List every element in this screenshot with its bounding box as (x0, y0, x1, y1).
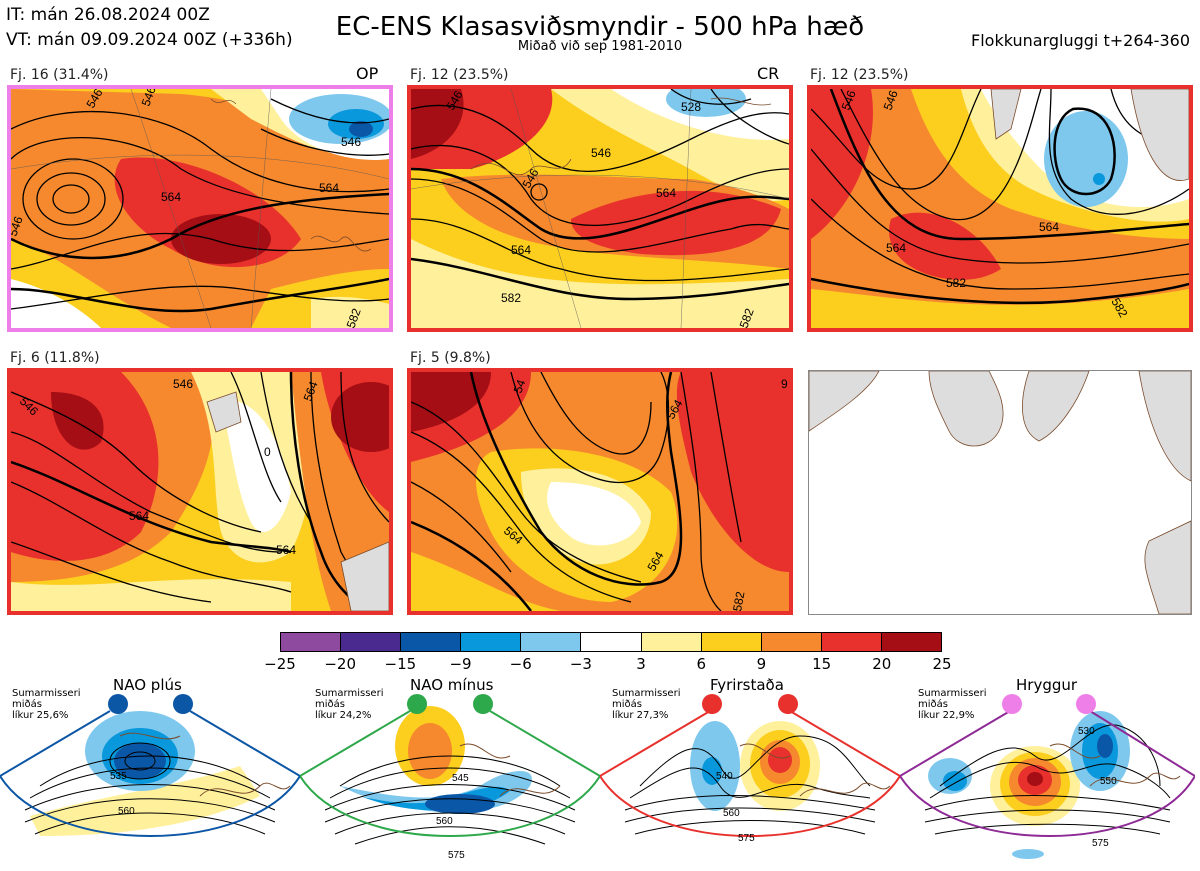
colorbar-tick: −25 (264, 655, 296, 673)
contour-label: 545 (452, 773, 469, 784)
panel-tag-op: OP (356, 64, 379, 83)
contour-label: 582 (501, 291, 521, 305)
cluster-map-3: 546 546 546 564 564 582 582 (807, 85, 1193, 332)
cluster-map-4: 546 546 0 564 564 564 (7, 368, 393, 615)
colorbar-tick: −15 (384, 655, 417, 673)
colorbar-cell (761, 633, 822, 651)
colorbar-tick: 15 (812, 655, 832, 673)
valid-time: VT: mán 09.09.2024 00Z (+336h) (6, 30, 293, 50)
regime-median: miðás (918, 699, 948, 710)
regime-prob: líkur 24,2% (315, 710, 372, 721)
contour-label: 560 (118, 806, 135, 817)
page-subtitle: Miðað við sep 1981-2010 (517, 39, 683, 54)
colorbar-cell (581, 633, 642, 651)
regime-season: Sumarmisseri (918, 688, 987, 699)
contour-label: 564 (511, 243, 531, 257)
anomaly-colorbar (280, 632, 942, 652)
colorbar-tick: 25 (932, 655, 952, 673)
contour-label: 582 (946, 276, 966, 290)
regime-title: Fyrirstaða (710, 676, 784, 694)
cluster-map-5: 54 564 564 564 582 9 (407, 368, 793, 615)
contour-label: 564 (656, 186, 676, 200)
regime-prob: líkur 27,3% (612, 710, 669, 721)
contour-label: 575 (738, 833, 755, 844)
colorbar-cell (641, 633, 702, 651)
base-map (808, 370, 1192, 615)
contour-label: 575 (448, 850, 465, 861)
contour-label: 564 (301, 379, 321, 403)
page-title: EC-ENS Klasasviðsmyndir - 500 hPa hæð (335, 12, 865, 42)
regime-nao-plus: NAO plús Sumarmisseri miðás líkur 25,6% … (0, 676, 300, 871)
contour-label: 535 (110, 771, 127, 782)
regime-title: Hryggur (1016, 676, 1078, 694)
regime-prob: líkur 25,6% (12, 710, 69, 721)
colorbar-cell (701, 633, 762, 651)
contour-label: 575 (1092, 838, 1109, 849)
regime-ridge: Hryggur Sumarmisseri miðás líkur 22,9% 5… (900, 676, 1200, 871)
panel-label-5: Fj. 5 (9.8%) (410, 350, 491, 366)
regime-title: NAO plús (113, 676, 182, 694)
contour-label: 0 (264, 445, 271, 459)
contour-label: 564 (319, 181, 339, 195)
colorbar-tick: −6 (509, 655, 532, 673)
regime-title: NAO mínus (410, 676, 494, 694)
contour-label: 564 (276, 543, 296, 557)
contour-label: 546 (173, 377, 193, 391)
colorbar-tick: −9 (449, 655, 472, 673)
contour-label: 582 (730, 590, 747, 611)
colorbar-cell (281, 633, 342, 651)
contour-label: 528 (681, 100, 701, 114)
panel-label-3: Fj. 12 (23.5%) (810, 67, 909, 83)
regime-median: miðás (612, 699, 642, 710)
contour-label: 564 (1039, 220, 1059, 234)
contour-label: 546 (839, 89, 859, 112)
colorbar-tick: −3 (569, 655, 592, 673)
colorbar-tick: 6 (696, 655, 707, 673)
init-time: IT: mán 26.08.2024 00Z (6, 5, 210, 25)
colorbar-cell (521, 633, 582, 651)
colorbar-cell (341, 633, 402, 651)
regime-season: Sumarmisseri (612, 688, 681, 699)
regime-season: Sumarmisseri (315, 688, 384, 699)
contour-label: 560 (723, 808, 740, 819)
contour-label: 564 (161, 190, 181, 204)
cluster-map-1: 546 546 546 564 546 564 582 (7, 85, 393, 332)
contour-label: 546 (341, 135, 361, 149)
regime-median: miðás (315, 699, 345, 710)
colorbar-cell (881, 633, 942, 651)
colorbar-tick: −20 (324, 655, 356, 673)
contour-label: 582 (737, 306, 757, 328)
regime-prob: líkur 22,9% (918, 710, 975, 721)
contour-label: 564 (886, 241, 906, 255)
contour-label: 546 (881, 89, 901, 112)
contour-label: 530 (1078, 726, 1095, 737)
contour-label: 9 (781, 377, 788, 391)
regime-blocking: Fyrirstaða Sumarmisseri miðás líkur 27,3… (600, 676, 900, 871)
colorbar-cell (401, 633, 462, 651)
contour-label: 582 (344, 306, 364, 328)
contour-label: 546 (591, 146, 611, 160)
contour-label: 54 (511, 377, 529, 395)
colorbar-tick: 3 (636, 655, 646, 673)
panel-label-2: Fj. 12 (23.5%) (410, 67, 509, 83)
regime-nao-minus: NAO mínus Sumarmisseri miðás líkur 24,2%… (300, 676, 600, 871)
contour-label: 564 (129, 509, 149, 523)
colorbar-cell (461, 633, 522, 651)
panel-tag-cr: CR (757, 64, 780, 83)
regime-season: Sumarmisseri (12, 688, 81, 699)
colorbar-tick: 20 (872, 655, 892, 673)
colorbar-cell (821, 633, 882, 651)
contour-label: 550 (1100, 776, 1117, 787)
panel-label-1: Fj. 16 (31.4%) (10, 67, 109, 83)
colorbar-tick: 9 (756, 655, 767, 673)
contour-label: 540 (716, 771, 733, 782)
classification-window: Flokkunargluggi t+264-360 (971, 31, 1190, 50)
panel-label-4: Fj. 6 (11.8%) (10, 350, 100, 366)
cluster-map-2: 546 528 546 546 564 564 582 582 (407, 85, 793, 332)
regime-median: miðás (12, 699, 42, 710)
contour-label: 560 (436, 816, 453, 827)
